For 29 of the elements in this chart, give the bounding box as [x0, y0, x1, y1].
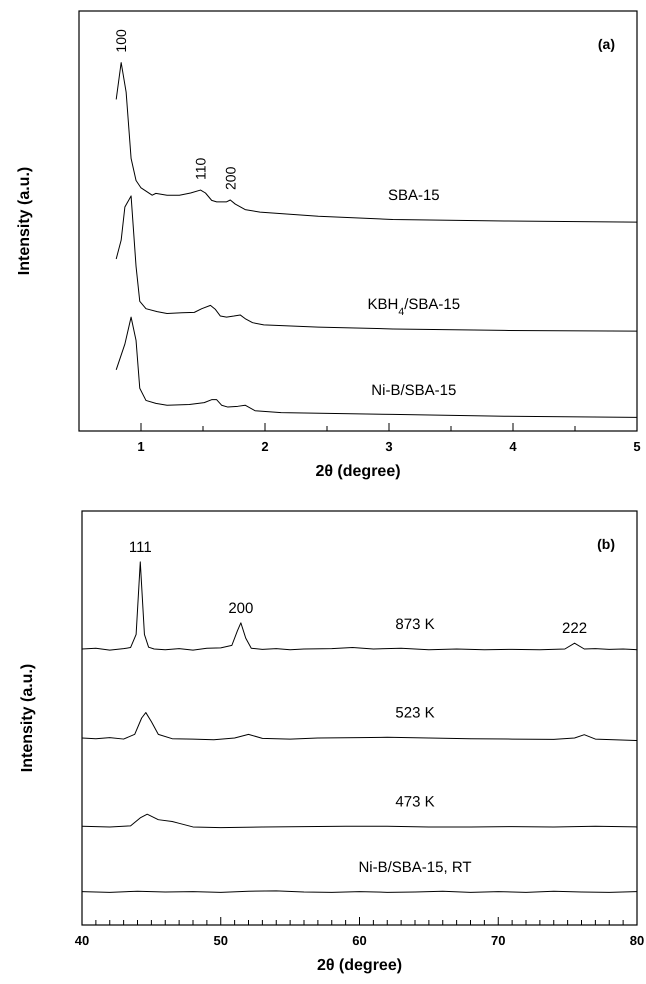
text: (b) — [597, 536, 615, 552]
series-label: KBH$_{4}$/SBA-15 — [368, 296, 460, 318]
series-label: 523 K — [395, 704, 435, 722]
x-tick-label: 80 — [630, 933, 644, 948]
x-tick-label: 3 — [385, 439, 393, 454]
series-label: SBA-15 — [388, 186, 440, 204]
x-tick-label: 4 — [509, 439, 518, 454]
text: (a) — [598, 36, 615, 52]
x-tick-label: 2 — [261, 439, 269, 454]
x-tick-label: 1 — [137, 439, 145, 454]
series-label: Ni-B/SBA-15, RT — [358, 858, 472, 876]
series-label: Ni-B/SBA-15 — [371, 382, 456, 399]
x-tick-label: 60 — [352, 933, 367, 948]
annotation: 100 — [113, 29, 130, 53]
annotation: 222 — [562, 620, 588, 638]
annotation: 110 — [192, 158, 209, 180]
series-label: 873 K — [395, 616, 435, 633]
x-axis-title: 2θ (degree) — [315, 463, 401, 480]
y-axis-title: Intensity (a.u.) — [19, 664, 36, 772]
x-tick-label: 40 — [74, 933, 90, 948]
annotation: 111 — [128, 538, 152, 556]
x-tick-label: 70 — [491, 933, 506, 948]
y-axis-title: Intensity (a.u.) — [16, 166, 33, 276]
x-tick-label: 50 — [214, 933, 228, 948]
series-label: 473 K — [395, 794, 435, 811]
x-tick-label: 5 — [633, 439, 641, 454]
x-axis-title: 2θ (degree) — [316, 957, 402, 974]
annotation: 200 — [222, 166, 238, 190]
annotation: 200 — [228, 600, 254, 617]
